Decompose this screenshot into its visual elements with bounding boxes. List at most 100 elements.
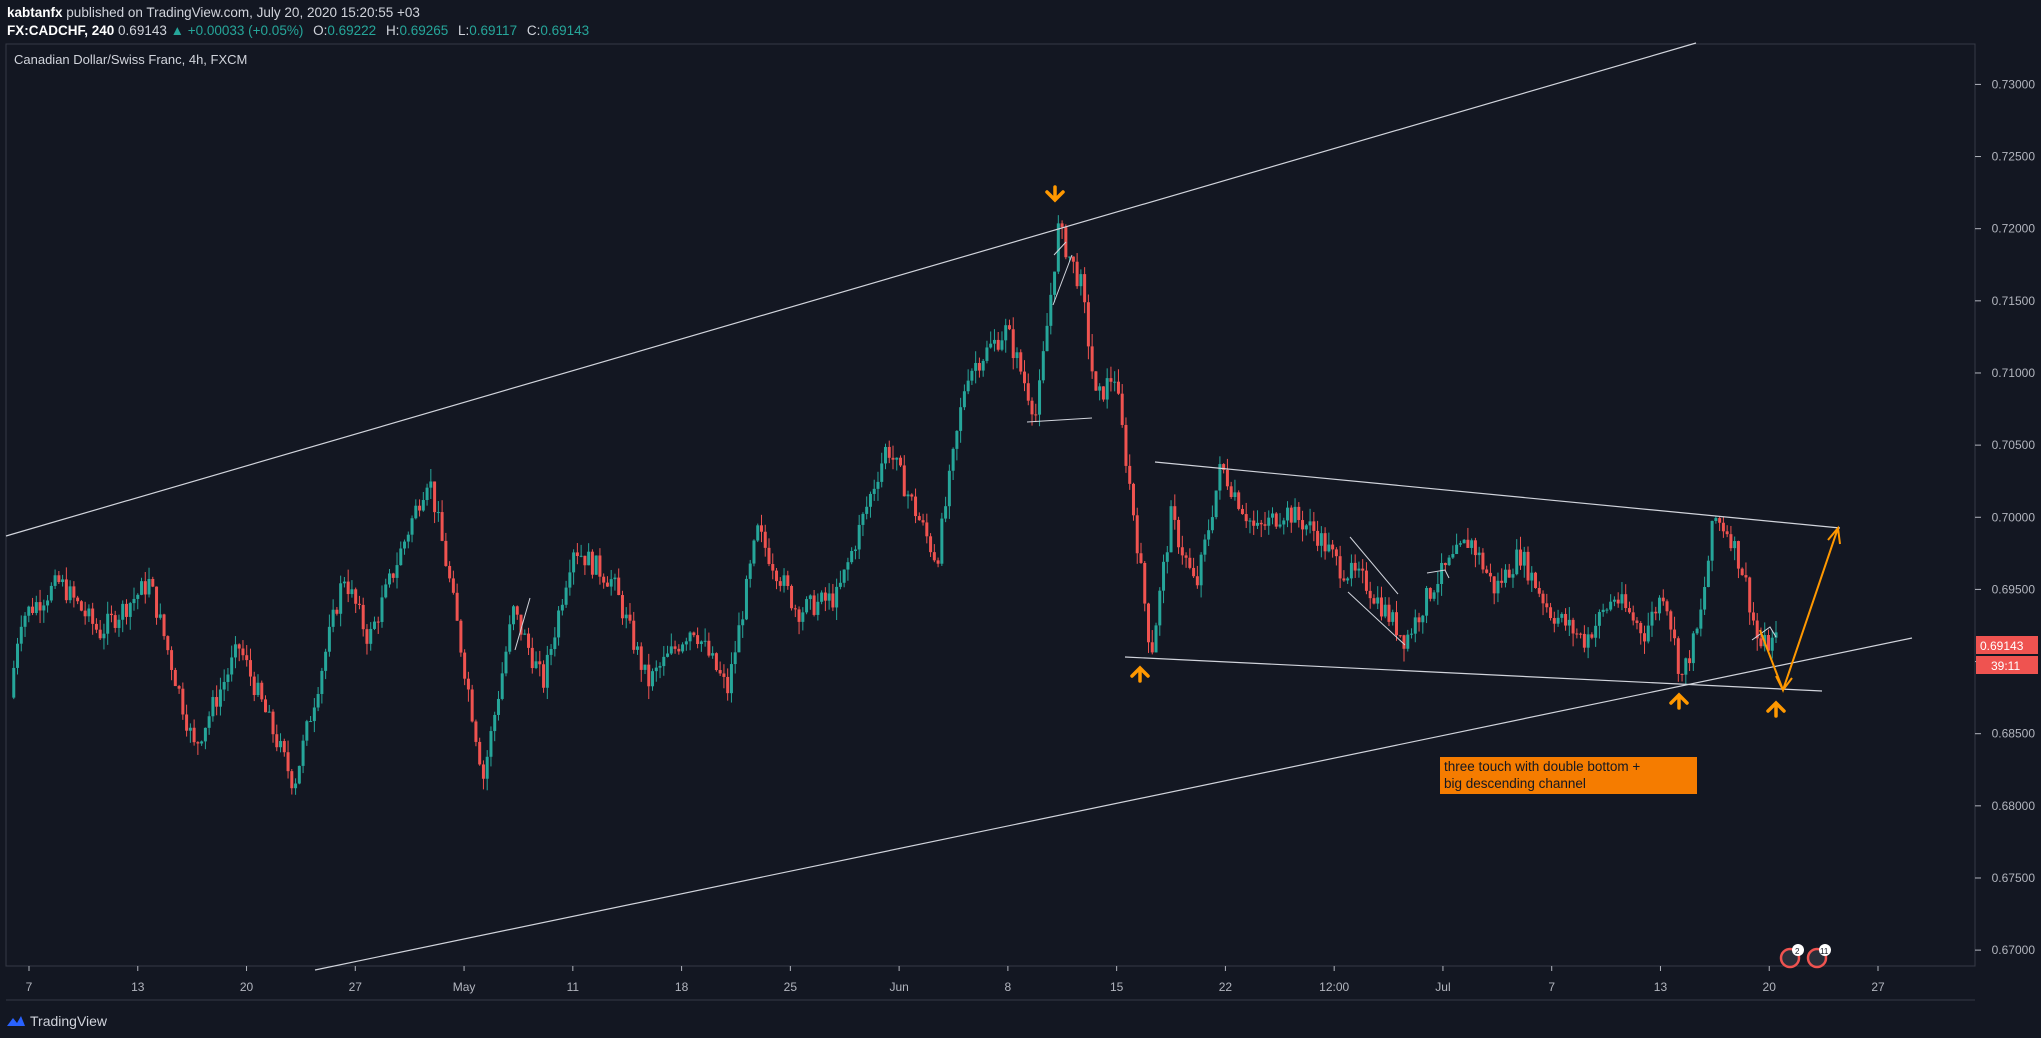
time-axis[interactable]: 7 13 20 27 May 11 18 25 Jun 8 15 22 12:00 Jul 7 13 20 27	[26, 966, 1885, 994]
candle-body	[790, 585, 794, 609]
mini-channel-b[interactable]	[1347, 591, 1406, 646]
open-value: 0.69222	[327, 23, 377, 38]
small-flag[interactable]	[1426, 569, 1450, 579]
projection-path[interactable]	[1759, 525, 1841, 693]
plot-area[interactable]	[5, 43, 1976, 967]
price-chart[interactable]: Canadian Dollar/Swiss Franc, 4h, FXCM 0.…	[0, 0, 2041, 1004]
candle-body	[1522, 551, 1526, 566]
candle-body	[459, 620, 463, 653]
candle-body	[1549, 607, 1553, 619]
candle-body	[245, 655, 249, 661]
tradingview-logo[interactable]: TradingView	[6, 1013, 107, 1029]
candle-body	[1710, 520, 1714, 561]
price-tick-label: 0.73000	[1992, 77, 2036, 91]
candle-body	[1571, 619, 1575, 634]
candle-body	[124, 603, 128, 617]
price-tick-label: 0.72000	[1992, 222, 2036, 236]
candle-body	[1334, 549, 1338, 557]
candle-body	[1507, 569, 1511, 578]
descending-channel-bottom[interactable]	[1124, 656, 1823, 692]
mini-channel-a[interactable]	[1349, 536, 1399, 595]
candle-body	[1034, 414, 1038, 416]
candle-body	[79, 601, 83, 611]
candle-body	[929, 536, 933, 553]
final-flag[interactable]	[1751, 626, 1777, 641]
candle-body	[275, 734, 279, 748]
candle-body	[64, 579, 68, 601]
symbol-label[interactable]: FX:CADCHF, 240	[7, 23, 115, 38]
channel-lower-line[interactable]	[314, 637, 1913, 971]
candle-body	[1466, 539, 1470, 548]
candle-body	[27, 606, 31, 616]
candle-body	[681, 644, 685, 652]
bounce-line[interactable]	[514, 597, 531, 651]
candle-body	[545, 654, 549, 688]
candle-body	[647, 664, 651, 687]
candle-body	[1011, 329, 1015, 359]
candle-body	[1071, 256, 1075, 262]
candle-body	[902, 465, 906, 497]
candle-body	[324, 651, 328, 671]
candle-body	[564, 587, 568, 605]
candle-body	[128, 603, 132, 617]
candle-body	[1714, 518, 1718, 521]
peak-flag-a[interactable]	[1053, 241, 1067, 256]
price-tick-label: 0.72500	[1992, 150, 2036, 164]
candle-body	[1627, 608, 1631, 613]
candle-body	[917, 516, 921, 521]
descending-channel-top[interactable]	[1154, 461, 1841, 529]
candle-body	[1673, 629, 1677, 639]
author-name[interactable]: kabtanfx	[7, 5, 63, 20]
candle-body	[42, 605, 46, 611]
arrow-up-icon[interactable]	[1130, 665, 1150, 683]
candle-body	[1740, 568, 1744, 576]
candle-body	[1364, 570, 1368, 591]
event-markers[interactable]: 2 11	[1779, 944, 1831, 969]
candle-body	[996, 339, 1000, 350]
candle-body	[1391, 612, 1395, 622]
trendlines[interactable]	[5, 42, 1913, 971]
candle-body	[1605, 609, 1609, 611]
candle-body	[455, 592, 459, 621]
price-tick-label: 0.71500	[1992, 294, 2036, 308]
candle-body	[248, 660, 252, 677]
peak-base-line[interactable]	[1026, 417, 1093, 423]
event-badge	[1792, 944, 1804, 956]
candle-body	[173, 669, 177, 687]
candle-body	[707, 640, 711, 656]
candle-body	[1255, 522, 1259, 526]
candle-body	[1661, 597, 1665, 602]
arrow-down-icon[interactable]	[1045, 185, 1065, 203]
candle-body	[560, 604, 564, 611]
candle-body	[19, 626, 23, 644]
candle-body	[865, 506, 869, 514]
footer: TradingView	[0, 1004, 2041, 1038]
candle-body	[673, 646, 677, 649]
candle-body	[549, 649, 553, 655]
annotation-background[interactable]	[1440, 757, 1697, 794]
touch-markers[interactable]	[1045, 185, 1786, 718]
candle-body	[669, 646, 673, 654]
candle-body	[572, 552, 576, 573]
brand-label: TradingView	[30, 1013, 108, 1029]
candle-body	[744, 578, 748, 620]
candle-body	[887, 446, 891, 458]
peak-flag-b[interactable]	[1052, 254, 1073, 306]
candle-body	[1214, 490, 1218, 518]
candle-body	[414, 505, 418, 519]
candle-body	[1534, 572, 1538, 588]
arrow-up-icon[interactable]	[1766, 700, 1786, 718]
candle-body	[444, 540, 448, 566]
candle-body	[1361, 568, 1365, 571]
candle-body	[1184, 555, 1188, 558]
annotation-box[interactable]: three touch with double bottom + big des…	[1440, 757, 1697, 794]
arrow-up-icon[interactable]	[1669, 692, 1689, 710]
chart-title: Canadian Dollar/Swiss Franc, 4h, FXCM	[14, 52, 247, 67]
channel-upper-line[interactable]	[5, 42, 1697, 537]
candle-body	[1019, 352, 1023, 372]
candle-body	[1222, 464, 1226, 470]
candle-body	[1090, 346, 1094, 372]
price-axis[interactable]: 0.73000 0.72500 0.72000 0.71500 0.71000 0.705…	[1975, 77, 2035, 957]
candle-body	[504, 651, 508, 674]
candle-body	[684, 641, 688, 645]
